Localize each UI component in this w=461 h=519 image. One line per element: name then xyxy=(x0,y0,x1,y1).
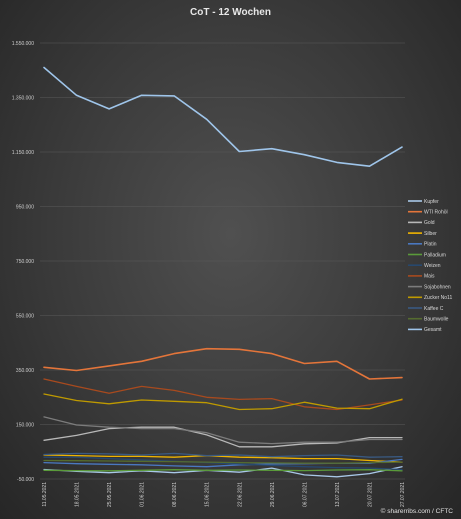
legend-label: Gold xyxy=(424,220,435,226)
x-tick-label: 06.07.2021 xyxy=(302,482,308,507)
series-line xyxy=(43,66,403,167)
x-tick-label: 29.06.2021 xyxy=(270,482,276,507)
legend-label: Zucker No11 xyxy=(424,295,452,301)
series-line xyxy=(43,393,403,411)
legend-label: Gesamt xyxy=(424,327,442,333)
legend-label: Kaffee C xyxy=(424,306,444,312)
y-tick-label: 350.000 xyxy=(16,368,34,374)
series-line xyxy=(43,452,403,458)
y-tick-label: 750.000 xyxy=(16,259,34,265)
legend-label: Mais xyxy=(424,274,435,280)
legend-label: Sojabohnen xyxy=(424,284,451,290)
x-tick-label: 01.06.2021 xyxy=(140,482,146,507)
x-tick-label: 20.07.2021 xyxy=(367,482,373,507)
legend-label: Platin xyxy=(424,242,437,248)
series-line xyxy=(43,454,403,463)
legend-label: Baumwolle xyxy=(424,317,449,323)
x-tick-label: 08.06.2021 xyxy=(172,482,178,507)
y-tick-label: 1.150.000 xyxy=(12,150,34,156)
y-tick-label: 1.350.000 xyxy=(12,96,34,102)
x-tick-label: 22.06.2021 xyxy=(237,482,243,507)
x-tick-label: 15.06.2021 xyxy=(205,482,211,507)
x-tick-label: 11.05.2021 xyxy=(42,482,48,507)
y-tick-label: 550.000 xyxy=(16,314,34,320)
chart-title: CoT - 12 Wochen xyxy=(190,7,271,18)
legend-label: Weizen xyxy=(424,263,441,269)
y-axis: 1.550.000 1.350.000 1.150.000 950.000 750.00… xyxy=(12,41,34,483)
x-axis: 11.05.2021 18.05.2021 25.05.2021 01.06.2021… xyxy=(42,482,406,507)
series-line xyxy=(43,347,403,380)
x-tick-label: 27.07.2021 xyxy=(400,482,406,507)
series-lines xyxy=(43,66,403,478)
series-line xyxy=(43,469,403,472)
grid xyxy=(40,42,405,480)
x-tick-label: 18.05.2021 xyxy=(75,482,81,507)
legend-label: WTI Rohöl xyxy=(424,210,448,216)
y-tick-label: -50.000 xyxy=(17,477,34,483)
y-tick-label: 950.000 xyxy=(16,205,34,211)
series-line xyxy=(43,416,403,445)
y-tick-label: 150.000 xyxy=(16,423,34,429)
legend: Kupfer WTI Rohöl Gold Silber Platin Palladium… xyxy=(408,199,452,333)
series-line xyxy=(43,459,403,464)
legend-label: Silber xyxy=(424,231,437,237)
series-line xyxy=(43,456,403,471)
source-text: © sharerribs.com / CFTC xyxy=(381,507,454,515)
legend-label: Palladium xyxy=(424,252,446,258)
x-tick-label: 13.07.2021 xyxy=(335,482,341,507)
legend-label: Kupfer xyxy=(424,199,439,205)
x-tick-label: 25.05.2021 xyxy=(107,482,113,507)
y-tick-label: 1.550.000 xyxy=(12,41,34,47)
series-line xyxy=(43,378,403,411)
series-line xyxy=(43,466,403,478)
